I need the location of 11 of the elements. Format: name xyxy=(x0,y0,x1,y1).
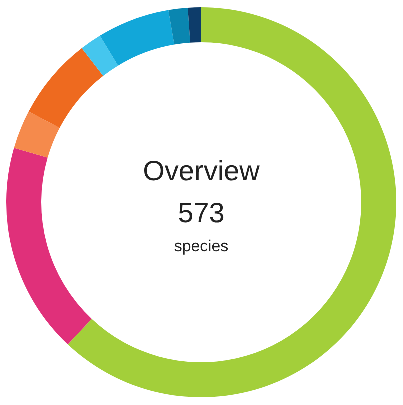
donut-slice xyxy=(100,10,174,66)
text: Overview xyxy=(143,156,261,186)
donut-slice xyxy=(82,36,118,76)
donut-slice xyxy=(168,8,190,45)
donut-slice xyxy=(14,112,60,158)
donut-slice xyxy=(6,148,92,345)
donut-slice xyxy=(188,8,202,43)
text: 573 xyxy=(178,198,225,228)
text: species xyxy=(174,238,229,256)
donut-slice xyxy=(28,48,104,128)
donut-slice xyxy=(68,8,396,398)
